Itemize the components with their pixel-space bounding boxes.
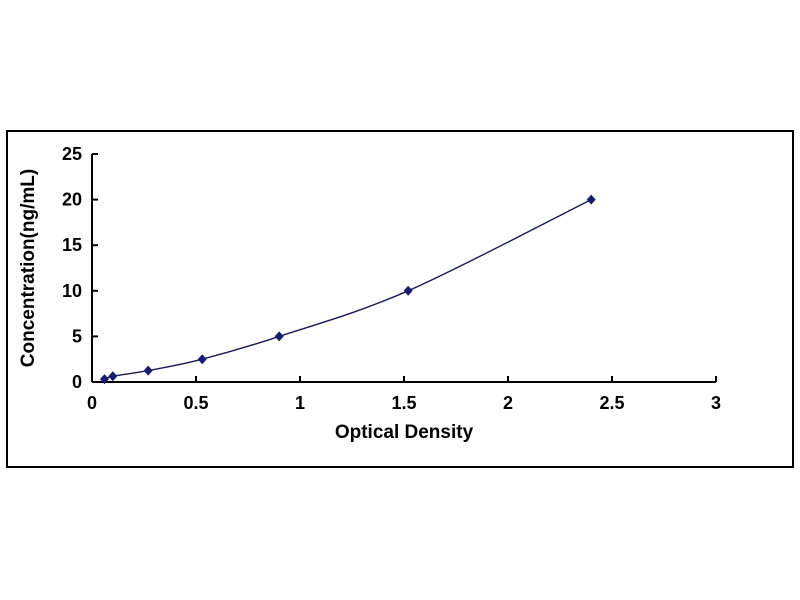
data-point-marker xyxy=(99,374,109,385)
x-tick-label: 3 xyxy=(711,393,721,413)
elisa-standard-curve-chart: 0 0.5 1 1.5 2 2.5 3 0 5 10 15 20 25 Optical Density Co… xyxy=(18,144,721,443)
x-tick-label: 0 xyxy=(87,393,97,413)
x-tick-label: 2.5 xyxy=(599,393,624,413)
x-tick-label: 2 xyxy=(503,393,513,413)
y-tick-label: 25 xyxy=(62,144,82,164)
y-tick-label: 15 xyxy=(62,235,82,255)
data-point-marker xyxy=(403,285,413,296)
x-tick-label: 1.5 xyxy=(391,393,416,413)
data-point-marker xyxy=(197,354,207,365)
y-tick-label: 0 xyxy=(72,372,82,392)
data-point-marker xyxy=(143,365,153,376)
data-point-marker xyxy=(586,194,596,205)
standard-curve-line xyxy=(104,198,592,380)
y-axis-title: Concentration(ng/mL) xyxy=(18,169,39,367)
x-tick-label: 1 xyxy=(295,393,305,413)
y-tick-label: 5 xyxy=(72,326,82,346)
chart-frame: 0 0.5 1 1.5 2 2.5 3 0 5 10 15 20 25 Optical Density Co… xyxy=(6,130,794,468)
y-tick-label: 20 xyxy=(62,190,82,210)
x-tick-label: 0.5 xyxy=(183,393,208,413)
data-point-marker xyxy=(274,331,284,342)
x-axis-title: Optical Density xyxy=(335,422,474,443)
data-point-marker xyxy=(108,371,118,382)
y-tick-label: 10 xyxy=(62,281,82,301)
